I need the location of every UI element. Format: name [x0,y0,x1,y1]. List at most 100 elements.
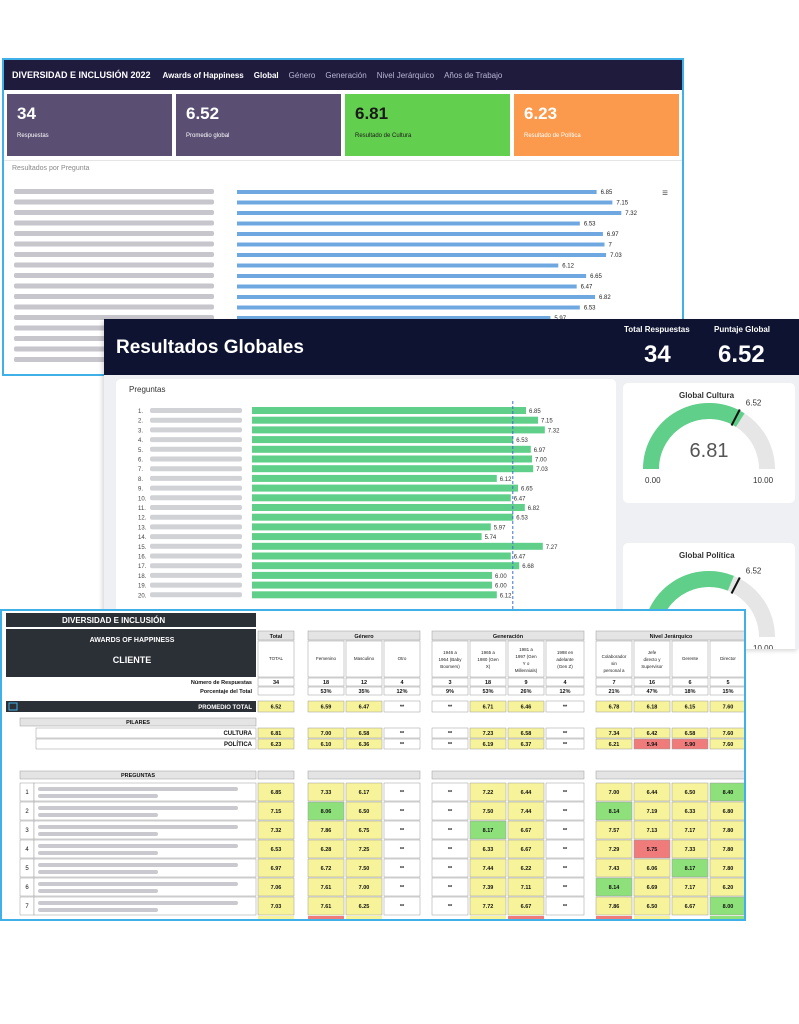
table-cell-value: 6.67 [521,847,532,853]
table-cell [671,677,709,687]
table-cell-value: 8.40 [723,790,734,796]
table-cell-value: 7.19 [647,809,658,815]
table-cell [383,839,421,859]
tab-generacion[interactable]: Generación [325,70,367,80]
table-cell [633,877,671,897]
table-cell-value: 6.44 [647,790,659,796]
global-results-panel: Resultados Globales Total Respuestas 34 … [104,319,799,649]
table-cell [345,727,383,739]
gauge-max: 10.00 [753,644,774,649]
table-subheader-label: 1965 a [481,650,495,655]
table-subheader-label: directo y [643,657,661,662]
question-bar-value: 6.53 [516,438,528,444]
table-cell-value: 6.75 [359,828,370,834]
table-cell [633,839,671,859]
table-subheader-label: adelante [556,657,574,662]
tab-nivel-jerarquico[interactable]: Nivel Jerárquico [376,70,435,80]
table-cell-value: 6.46 [521,705,532,711]
table-cell [307,877,345,897]
table-cell [709,820,744,840]
kpi-puntaje-label: Puntaje Global [714,325,771,334]
tab-anos-trabajo[interactable]: Años de Trabajo [444,70,503,80]
question-bar-value: 6.53 [584,306,596,312]
table-cell [709,877,744,897]
question-bar [237,305,580,310]
question-label-placeholder [150,475,242,481]
question-text-cell [33,801,257,821]
kpi-card-respuestas: 34 Respuestas [7,94,172,156]
tab-global[interactable]: Global [253,70,279,80]
question-number: 7 [25,904,29,910]
table-cell [431,896,469,916]
table-cell [307,782,345,802]
question-label-placeholder [150,408,242,413]
question-number: 14. [138,535,147,541]
table-cell-value: 6.47 [359,705,370,711]
table-cell-value: 12 [361,680,367,686]
table-cell-value: 6.18 [647,705,658,711]
question-label-placeholder [150,534,242,540]
table-subheader [345,640,383,678]
table-cell-value: 6.20 [723,885,734,891]
table-cell-value: 7.25 [359,847,370,853]
table-cell [633,727,671,739]
table-cell-value: ** [563,809,568,815]
question-label-placeholder [14,220,214,226]
table-cell [469,858,507,878]
table-cell-value: 7.61 [321,885,332,891]
question-label-placeholder [150,466,242,472]
table-cell [469,677,507,687]
kpi-label: Promedio global [186,133,230,139]
gauge-politica-title: Global Política [679,551,735,560]
table-cell-value: 6.17 [359,790,370,796]
table-cell [307,820,345,840]
question-number: 2 [25,809,29,815]
question-bar [252,581,492,589]
table-cell-value: 6.67 [521,828,532,834]
question-text-placeholder [38,901,238,905]
table-cell [345,877,383,897]
table-cell [507,896,545,916]
table-cell [595,896,633,916]
table-cell [257,820,295,840]
table-cell-value: 6.36 [359,742,370,748]
kpi-card-politica: 6.23 Resultado de Política [514,94,679,156]
table-cell [345,839,383,859]
table-cell [595,820,633,840]
table-group-header [307,630,421,641]
table-cell-value: 6 [688,680,691,686]
hamburger-icon[interactable]: ≡ [662,188,668,199]
table-cell-value: 7.57 [609,828,620,834]
table-cell [671,738,709,750]
gauge-value: 6.81 [690,440,729,462]
table-subheader-label: Otro [398,656,407,661]
table-cell-value: 7.43 [609,866,620,872]
question-bar-value: 6.47 [581,285,593,291]
table-subheader-label: Y o [523,661,530,666]
row-label-porcentaje: Porcentaje del Total [200,689,252,695]
kpi-value: 34 [17,104,36,123]
table-cell [469,727,507,739]
table-cell [507,700,545,713]
table-cell [469,820,507,840]
table-cell-value: 6.22 [521,866,532,872]
table-cell [383,782,421,802]
question-bar [237,200,613,205]
table-subheader [383,640,421,678]
table-cell [545,839,585,859]
global-results-header: Resultados Globales Total Respuestas 34 … [104,319,799,375]
tab-genero[interactable]: Género [288,70,316,80]
table-cell [383,820,421,840]
table-cell [307,738,345,750]
question-label-placeholder [150,505,242,510]
table-cell-value: 7.86 [321,828,332,834]
table-cell-value: 12% [559,689,570,695]
question-label-placeholder [14,199,214,205]
question-bar-value: 5.74 [485,535,497,541]
table-cell-value: 8.14 [609,885,621,891]
table-cell-value: 9 [524,680,527,686]
table-cell-value: ** [563,790,568,796]
question-number: 4. [138,438,143,444]
question-text-placeholder [38,908,158,912]
table-cell-value: 6.19 [483,742,494,748]
